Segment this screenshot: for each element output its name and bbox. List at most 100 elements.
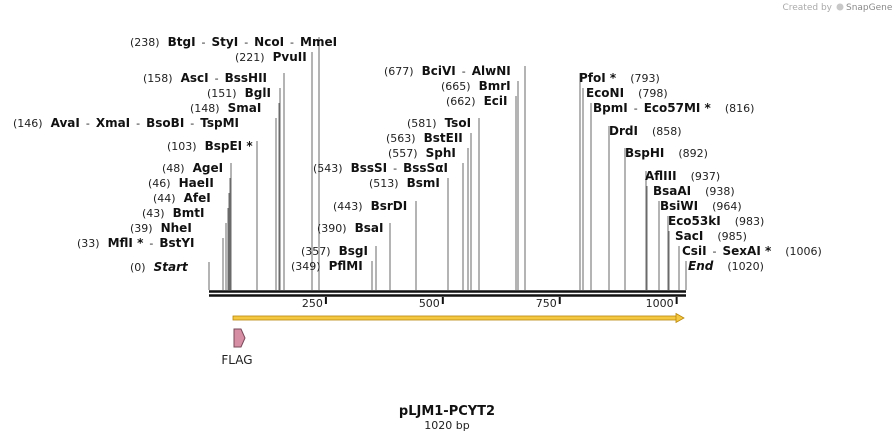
enzyme-name[interactable]: AlwNI (472, 64, 511, 78)
enzyme-name[interactable]: EcoNI (586, 86, 624, 100)
cut-site-label[interactable]: (238) BtgI - StyI - NcoI - MmeI (130, 35, 337, 49)
enzyme-name[interactable]: PvuII (273, 50, 307, 64)
enzyme-name[interactable]: BsoBI (146, 116, 184, 130)
cut-site-label[interactable]: (513) BsmI (369, 176, 440, 190)
cut-site-label[interactable]: AflIII (937) (645, 169, 720, 183)
cut-site-label[interactable]: (665) BmrI (441, 79, 511, 93)
cut-site-label[interactable]: BpmI - Eco57MI * (816) (593, 101, 754, 115)
enzyme-name[interactable]: BsaI (355, 221, 384, 235)
enzyme-name[interactable]: TsoI (445, 116, 471, 130)
enzyme-name[interactable]: BglI (245, 86, 271, 100)
enzyme-name[interactable]: DrdI (609, 124, 638, 138)
cut-site-label[interactable]: BspHI (892) (625, 146, 708, 160)
enzyme-name[interactable]: AgeI (193, 161, 223, 175)
enzyme-name[interactable]: BpmI (593, 101, 628, 115)
enzyme-name[interactable]: BsaAI (653, 184, 691, 198)
ruler-tick-label: 250 (302, 297, 323, 310)
enzyme-name[interactable]: BspEI * (205, 139, 254, 153)
cut-site-label[interactable]: Eco53kI (983) (668, 214, 764, 228)
enzyme-name[interactable]: AfeI (184, 191, 211, 205)
cut-site-label[interactable]: (677) BciVI - AlwNI (384, 64, 511, 78)
cut-site-label[interactable]: SacI (985) (675, 229, 747, 243)
cut-site-label[interactable]: (158) AscI - BssHII (143, 71, 267, 85)
cut-site-label[interactable]: (543) BssSI - BssSαI (313, 161, 448, 175)
enzyme-name[interactable]: TspMI (200, 116, 239, 130)
cut-site-label[interactable]: (148) SmaI (190, 101, 261, 115)
enzyme-name[interactable]: BsmI (407, 176, 440, 190)
enzyme-name[interactable]: PfoI * (579, 71, 617, 85)
enzyme-name[interactable]: SacI (675, 229, 703, 243)
enzyme-name[interactable]: Eco53kI (668, 214, 721, 228)
enzyme-name[interactable]: PflMI (329, 259, 363, 273)
ruler-tick-label: 1000 (646, 297, 674, 310)
enzyme-name[interactable]: SphI (426, 146, 456, 160)
orf-feature[interactable] (232, 312, 685, 324)
cut-site-label[interactable]: (48) AgeI (162, 161, 223, 175)
enzyme-name[interactable]: BsgI (339, 244, 368, 258)
enzyme-name[interactable]: MmeI (300, 35, 337, 49)
enzyme-name[interactable]: BsiWI (660, 199, 698, 213)
enzyme-name[interactable]: Eco57MI * (644, 101, 712, 115)
enzyme-name[interactable]: BstYI (159, 236, 194, 250)
cut-site-label[interactable]: (349) PflMI (291, 259, 363, 273)
enzyme-name[interactable]: AscI (181, 71, 209, 85)
enzyme-name[interactable]: AflIII (645, 169, 677, 183)
enzyme-name[interactable]: BciVI (422, 64, 456, 78)
flag-arrow-icon[interactable] (233, 328, 246, 348)
enzyme-name[interactable]: AvaI (51, 116, 80, 130)
cut-site-label[interactable]: (557) SphI (388, 146, 456, 160)
enzyme-name[interactable]: BssSαI (403, 161, 448, 175)
enzyme-name[interactable]: CsiI (682, 244, 707, 258)
enzyme-name[interactable]: StyI (212, 35, 239, 49)
enzyme-name[interactable]: BtgI (168, 35, 196, 49)
ruler-tick-label: 500 (419, 297, 440, 310)
enzyme-name[interactable]: BmtI (173, 206, 205, 220)
flag-feature[interactable]: FLAG (221, 328, 253, 367)
cut-site-separator: - (215, 72, 219, 85)
cut-site-label[interactable]: (0) Start (130, 260, 189, 274)
enzyme-name[interactable]: SexAI * (723, 244, 772, 258)
orf-arrow-head-icon (675, 312, 685, 324)
cut-site-label[interactable]: EcoNI (798) (586, 86, 668, 100)
enzyme-name[interactable]: End (688, 259, 714, 273)
enzyme-name[interactable]: XmaI (96, 116, 130, 130)
cut-site-separator: - (86, 117, 90, 130)
cut-site-label[interactable]: (662) EciI (446, 94, 507, 108)
cut-site-label[interactable]: (357) BsgI (301, 244, 368, 258)
enzyme-name[interactable]: BssHII (225, 71, 267, 85)
enzyme-name[interactable]: EciI (484, 94, 508, 108)
cut-site-label[interactable]: CsiI - SexAI * (1006) (682, 244, 822, 258)
orf-bar[interactable] (232, 315, 678, 321)
enzyme-name[interactable]: Start (154, 260, 189, 274)
cut-site-position: (892) (678, 147, 708, 160)
cut-site-label[interactable]: BsiWI (964) (660, 199, 742, 213)
cut-site-label[interactable]: (151) BglI (207, 86, 271, 100)
cut-site-position: (1020) (727, 260, 764, 273)
cut-site-label[interactable]: (581) TsoI (407, 116, 471, 130)
cut-site-label[interactable]: (146) AvaI - XmaI - BsoBI - TspMI (13, 116, 239, 130)
enzyme-name[interactable]: HaeII (179, 176, 214, 190)
cut-site-label[interactable]: DrdI (858) (609, 124, 682, 138)
enzyme-name[interactable]: BmrI (479, 79, 511, 93)
cut-site-label[interactable]: (443) BsrDI (333, 199, 407, 213)
cut-site-label[interactable]: (221) PvuII (235, 50, 307, 64)
enzyme-name[interactable]: BsrDI (371, 199, 408, 213)
enzyme-name[interactable]: BspHI (625, 146, 664, 160)
enzyme-name[interactable]: NcoI (254, 35, 284, 49)
cut-site-label[interactable]: End (1020) (688, 259, 764, 273)
enzyme-name[interactable]: MflI * (108, 236, 144, 250)
cut-site-label[interactable]: (39) NheI (130, 221, 192, 235)
enzyme-name[interactable]: BstEII (424, 131, 463, 145)
cut-site-label[interactable]: (33) MflI * - BstYI (77, 236, 195, 250)
cut-site-label[interactable]: (43) BmtI (142, 206, 204, 220)
cut-site-label[interactable]: (390) BsaI (317, 221, 383, 235)
cut-site-label[interactable]: BsaAI (938) (653, 184, 735, 198)
enzyme-name[interactable]: BssSI (351, 161, 388, 175)
enzyme-name[interactable]: NheI (161, 221, 192, 235)
cut-site-label[interactable]: (46) HaeII (148, 176, 214, 190)
cut-site-label[interactable]: (563) BstEII (386, 131, 463, 145)
cut-site-label[interactable]: PfoI * (793) (579, 71, 660, 85)
cut-site-label[interactable]: (44) AfeI (153, 191, 211, 205)
enzyme-name[interactable]: SmaI (228, 101, 262, 115)
cut-site-label[interactable]: (103) BspEI * (167, 139, 253, 153)
